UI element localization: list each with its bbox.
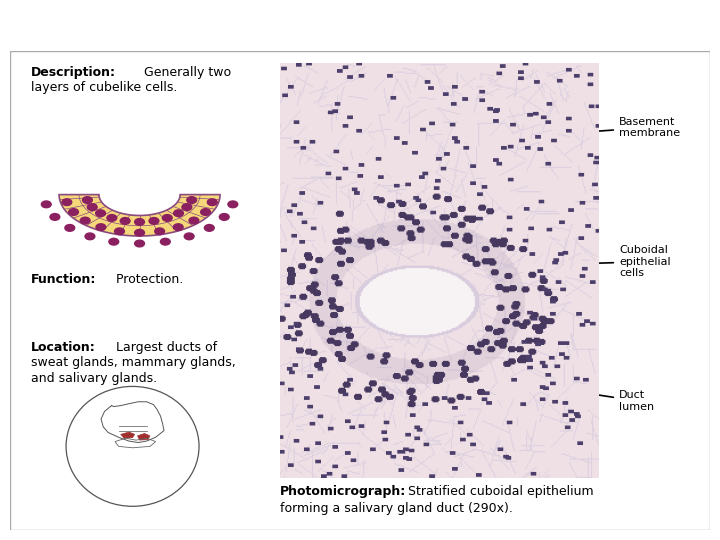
- Circle shape: [83, 197, 92, 204]
- Circle shape: [174, 210, 184, 217]
- Polygon shape: [59, 194, 220, 236]
- Circle shape: [62, 199, 72, 206]
- Circle shape: [114, 228, 125, 235]
- Circle shape: [161, 238, 170, 245]
- Text: Protection.: Protection.: [112, 273, 183, 286]
- Circle shape: [135, 230, 145, 236]
- Circle shape: [120, 218, 130, 224]
- Circle shape: [68, 208, 78, 215]
- Text: Generally two: Generally two: [140, 66, 230, 79]
- Text: Location:: Location:: [31, 341, 96, 354]
- Text: (f) Stratified cuboidal epithelium: (f) Stratified cuboidal epithelium: [21, 25, 278, 39]
- Text: layers of cubelike cells.: layers of cubelike cells.: [31, 81, 177, 94]
- Circle shape: [135, 219, 145, 225]
- Text: sweat glands, mammary glands,: sweat glands, mammary glands,: [31, 356, 236, 369]
- Circle shape: [207, 199, 217, 206]
- Text: forming a salivary gland duct (290x).: forming a salivary gland duct (290x).: [279, 502, 513, 515]
- Circle shape: [182, 204, 192, 211]
- Text: Largest ducts of: Largest ducts of: [112, 341, 217, 354]
- Circle shape: [65, 225, 75, 231]
- Circle shape: [228, 201, 238, 208]
- Text: Function:: Function:: [31, 273, 96, 286]
- Polygon shape: [121, 432, 135, 438]
- Circle shape: [163, 214, 172, 221]
- Circle shape: [41, 201, 51, 208]
- Circle shape: [186, 197, 197, 204]
- Circle shape: [174, 224, 183, 231]
- Circle shape: [204, 225, 214, 231]
- Text: Stratified cuboidal epithelium: Stratified cuboidal epithelium: [404, 485, 594, 498]
- Circle shape: [109, 238, 119, 245]
- Circle shape: [220, 214, 229, 220]
- Circle shape: [85, 233, 95, 240]
- Text: Duct
lumen: Duct lumen: [484, 376, 654, 411]
- Circle shape: [155, 228, 165, 235]
- Circle shape: [189, 217, 199, 224]
- Circle shape: [135, 240, 145, 247]
- Text: Photomicrograph:: Photomicrograph:: [279, 485, 406, 498]
- Circle shape: [107, 214, 117, 221]
- Circle shape: [96, 210, 105, 217]
- Polygon shape: [138, 434, 150, 440]
- Circle shape: [201, 208, 210, 215]
- Text: Basement
membrane: Basement membrane: [518, 117, 680, 139]
- Circle shape: [96, 224, 106, 231]
- Circle shape: [184, 233, 194, 240]
- Circle shape: [81, 217, 90, 224]
- Text: Description:: Description:: [31, 66, 116, 79]
- Circle shape: [50, 214, 60, 220]
- Circle shape: [149, 218, 159, 224]
- Circle shape: [87, 204, 97, 211]
- Text: Cuboidal
epithelial
cells: Cuboidal epithelial cells: [490, 245, 670, 278]
- Text: and salivary glands.: and salivary glands.: [31, 372, 157, 384]
